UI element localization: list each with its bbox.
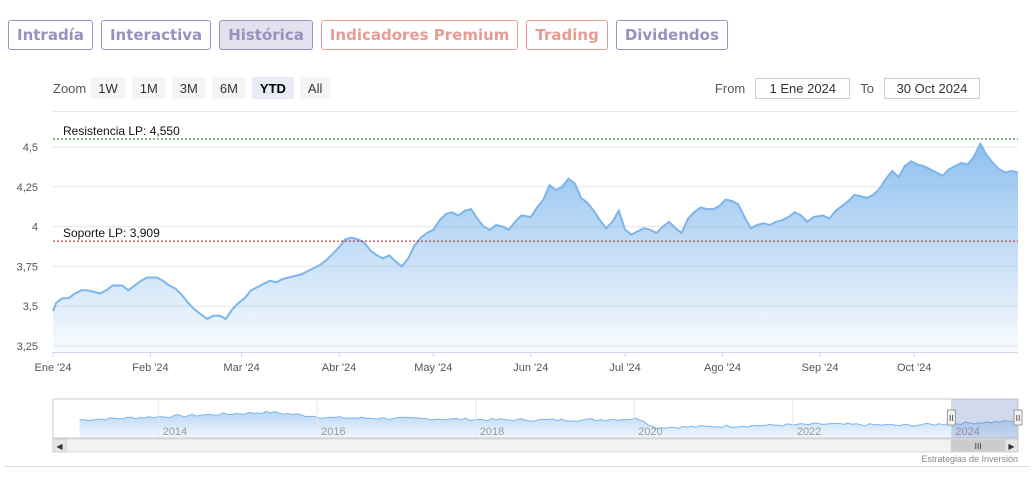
scrollbar-thumb[interactable]: III: [950, 439, 1006, 452]
x-tick-label: Abr '24: [322, 362, 357, 374]
x-tick-label: Feb '24: [132, 362, 168, 374]
zoom-buttons: 1W 1M 3M 6M YTD All: [90, 77, 336, 99]
chart-bottom-divider: [4, 466, 1030, 467]
y-tick-label: 4,5: [23, 142, 38, 154]
x-tick-label: Ago '24: [704, 362, 741, 374]
y-tick-label: 3,75: [17, 261, 38, 273]
arrow-box: [52, 438, 67, 453]
arrow-left-icon: ◀: [56, 442, 63, 451]
price-area: [53, 143, 1018, 352]
x-tick-label: Mar '24: [223, 362, 259, 374]
zoom-selector: Zoom 1W 1M 3M 6M YTD All: [53, 77, 336, 99]
navigator-left-handle[interactable]: II: [946, 409, 956, 426]
scrollbar-right-arrow[interactable]: ▶: [1004, 438, 1019, 453]
resistance-label: Resistencia LP: 4,550: [63, 124, 180, 138]
navigator-selection: [951, 399, 1018, 438]
chart-tabs: Intradía Interactiva Histórica Indicadores …: [8, 20, 728, 50]
tab-intradía[interactable]: Intradía: [8, 20, 93, 50]
navigator-year-label: 2016: [321, 426, 345, 438]
from-label: From: [714, 81, 746, 96]
x-tick-label: Jul '24: [609, 362, 640, 374]
zoom-6m-button[interactable]: 6M: [211, 77, 246, 99]
navigator-right-handle[interactable]: II: [1013, 409, 1023, 426]
handle-body: [946, 409, 956, 426]
x-tick-label: May '24: [414, 362, 452, 374]
scrollbar-left-arrow[interactable]: ◀: [52, 438, 67, 453]
to-label: To: [860, 81, 874, 96]
navigator-year-label: 2022: [797, 426, 821, 438]
navigator-year-label: 2024: [955, 426, 979, 438]
to-date-input[interactable]: [884, 78, 980, 99]
zoom-1w-button[interactable]: 1W: [90, 77, 126, 99]
navigator-area: [79, 411, 1018, 438]
date-range: From To: [705, 78, 980, 99]
y-tick-label: 4: [32, 222, 38, 234]
zoom-label: Zoom: [53, 80, 87, 96]
thumb-grip: III: [975, 442, 982, 451]
tab-trading[interactable]: Trading: [526, 20, 608, 50]
zoom-1m-button[interactable]: 1M: [131, 77, 166, 99]
x-tick-label: Sep '24: [801, 362, 838, 374]
y-tick-label: 3,5: [23, 301, 38, 313]
toolbar-divider: [53, 111, 1018, 112]
tab-dividendos[interactable]: Dividendos: [615, 20, 728, 50]
navigator-year-label: 2020: [638, 426, 662, 438]
zoom-ytd-button[interactable]: YTD: [251, 77, 294, 99]
handle-grip: II: [949, 414, 954, 423]
x-tick-label: Jun '24: [513, 362, 548, 374]
credit-text: Estrategias de Inversión: [921, 454, 1018, 464]
tab-indicadores-premium[interactable]: Indicadores Premium: [320, 20, 519, 50]
zoom-all-button[interactable]: All: [299, 77, 331, 99]
navigator-line: [79, 410, 1018, 430]
handle-body: [1013, 409, 1023, 426]
price-line: [52, 141, 1019, 321]
navigator-year-label: 2014: [163, 426, 187, 438]
thumb-body: [950, 439, 1006, 452]
support-label: Soporte LP: 3,909: [63, 226, 160, 240]
arrow-right-icon: ▶: [1008, 442, 1015, 451]
navigator-year-label: 2018: [480, 426, 504, 438]
handle-grip: II: [1016, 414, 1021, 423]
x-tick-label: Oct '24: [897, 362, 932, 374]
zoom-3m-button[interactable]: 3M: [171, 77, 206, 99]
scrollbar-track: [52, 438, 1019, 453]
from-date-input[interactable]: [755, 78, 851, 99]
tab-interactiva[interactable]: Interactiva: [100, 20, 212, 50]
y-tick-label: 3,25: [17, 341, 38, 353]
y-tick-label: 4,25: [17, 182, 38, 194]
tab-histórica[interactable]: Histórica: [219, 20, 313, 50]
x-tick-label: Ene '24: [35, 362, 72, 374]
